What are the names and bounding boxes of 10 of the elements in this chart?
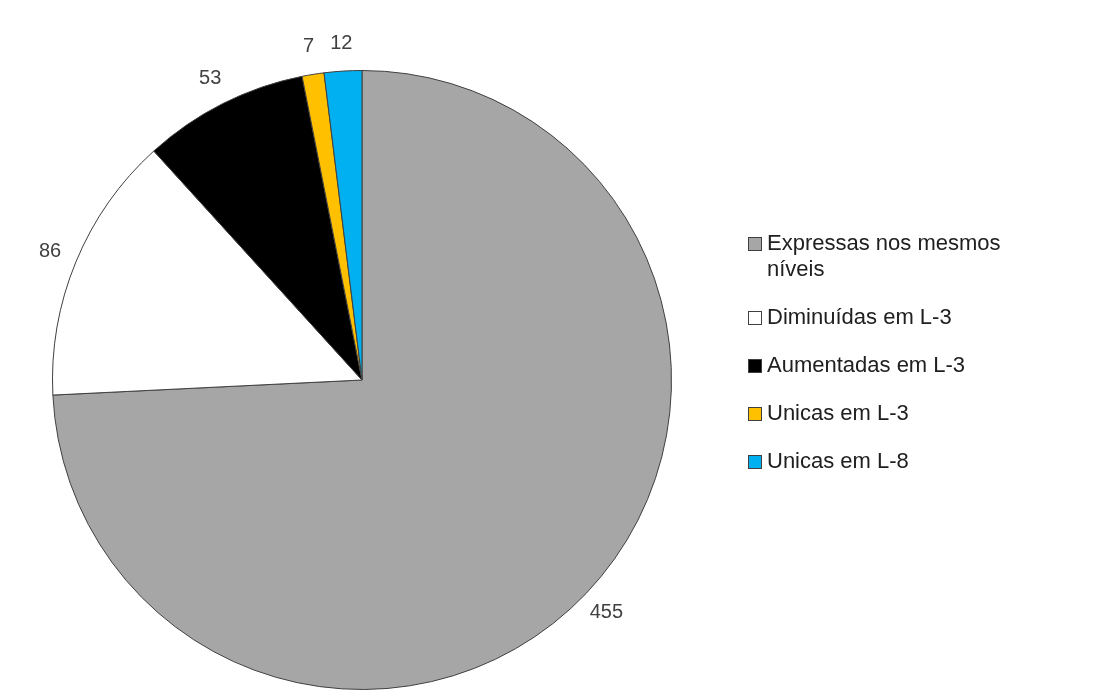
legend-label: Expressas nos mesmos níveis — [767, 229, 1002, 282]
data-label: 455 — [589, 600, 624, 623]
legend-label: Diminuídas em L-3 — [767, 303, 953, 330]
data-label: 12 — [330, 30, 353, 53]
data-label: 86 — [38, 238, 62, 261]
data-label: 53 — [199, 66, 222, 89]
legend-label: Aumentadas em L-3 — [767, 351, 967, 378]
legend-label: Unicas em L-3 — [767, 399, 910, 426]
legend-label: Unicas em L-8 — [767, 447, 910, 474]
data-label: 7 — [303, 34, 315, 57]
